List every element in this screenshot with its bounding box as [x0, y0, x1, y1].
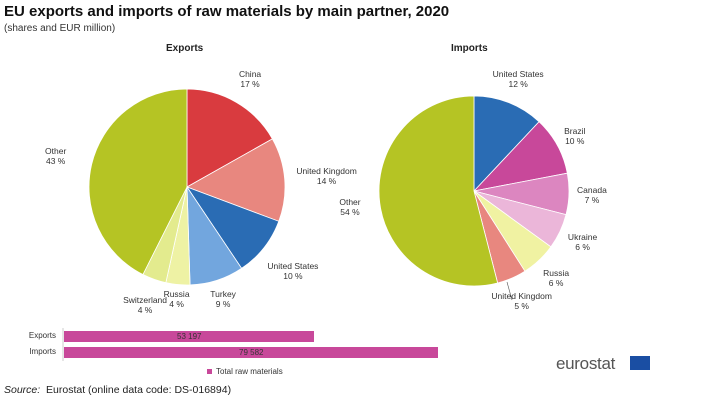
chart-title: EU exports and imports of raw materials … [4, 3, 450, 20]
pie-label-name: United Kingdom [491, 291, 552, 302]
pie-label-brazil: Brazil 10 % [564, 126, 585, 146]
pie-label-switzerland: Switzerland 4 % [123, 295, 167, 315]
bar-category-imports: Imports [29, 347, 56, 356]
legend-swatch [207, 369, 212, 374]
pie-slice-other [88, 88, 188, 276]
leader-line [506, 281, 513, 301]
pie-slice-other [378, 95, 499, 287]
pie-label-turkey: Turkey 9 % [210, 289, 236, 309]
pie-label-value: 54 % [340, 206, 360, 217]
bar-value-imports: 79 582 [239, 348, 264, 357]
pie-label-name: Ukraine [567, 232, 598, 243]
legend-label: Total raw materials [216, 367, 283, 376]
bar-category-exports: Exports [28, 331, 56, 340]
eu-flag-icon [630, 356, 650, 370]
pie-label-united-kingdom: United Kingdom 5 % [491, 291, 551, 311]
pie-label-value: 6 % [548, 278, 564, 289]
legend: Total raw materials [207, 367, 283, 376]
pie-slice-china [186, 88, 273, 188]
pie-label-value: 10 % [565, 135, 585, 146]
source-text: Eurostat (online data code: DS-016894) [46, 384, 232, 396]
pie-label-value: 7 % [584, 194, 600, 205]
bar-imports [64, 347, 438, 358]
pie-label-name: United States [492, 69, 544, 80]
pie-label-name: Brazil [564, 125, 586, 136]
pie-slice-united-states [473, 95, 540, 193]
pie-label-name: United States [267, 260, 319, 271]
imports-pie-title: Imports [451, 43, 488, 54]
pie-label-value: 9 % [215, 299, 231, 310]
pie-label-russia: Russia 4 % [164, 289, 190, 309]
pie-slice-united-kingdom [186, 138, 286, 222]
pie-label-value: 4 % [169, 298, 184, 309]
pie-label-name: Russia [543, 268, 570, 279]
pie-label-other: Other 43 % [45, 146, 66, 166]
pie-label-name: Switzerland [123, 294, 168, 305]
pie-label-value: 10 % [283, 270, 303, 281]
source-note: Source: Eurostat (online data code: DS-0… [4, 384, 231, 396]
pie-label-other: Other 54 % [339, 197, 360, 217]
pie-label-name: China [238, 69, 262, 80]
pie-label-value: 6 % [575, 242, 590, 253]
pie-label-value: 12 % [508, 79, 528, 90]
pie-label-value: 5 % [514, 301, 529, 312]
eurostat-logo: eurostat [556, 354, 616, 373]
pie-label-name: Russia [163, 288, 190, 299]
source-prefix: Source: [4, 384, 41, 396]
pie-label-russia: Russia 6 % [543, 268, 569, 288]
bar-exports [64, 331, 315, 342]
pie-label-name: Other [45, 145, 67, 156]
exports-pie-title: Exports [166, 43, 204, 54]
pie-label-value: 14 % [316, 176, 337, 187]
pie-label-canada: Canada 7 % [577, 185, 607, 205]
pie-label-name: Other [339, 196, 361, 207]
pie-label-united-states: United States 10 % [267, 261, 318, 281]
pie-label-united-kingdom: United Kingdom 14 % [296, 166, 356, 186]
pie-label-name: Canada [577, 184, 607, 195]
pie-label-united-states: United States 12 % [493, 69, 544, 89]
pie-label-ukraine: Ukraine 6 % [568, 232, 597, 252]
pie-label-name: Turkey [210, 289, 236, 300]
pie-label-china: China 17 % [239, 69, 261, 89]
chart-subtitle: (shares and EUR million) [4, 23, 116, 34]
bar-value-exports: 53 197 [177, 332, 202, 341]
pie-label-name: United Kingdom [296, 166, 357, 177]
pie-label-value: 43 % [45, 155, 66, 166]
pie-label-value: 4 % [137, 304, 153, 315]
pie-label-value: 17 % [240, 79, 260, 90]
